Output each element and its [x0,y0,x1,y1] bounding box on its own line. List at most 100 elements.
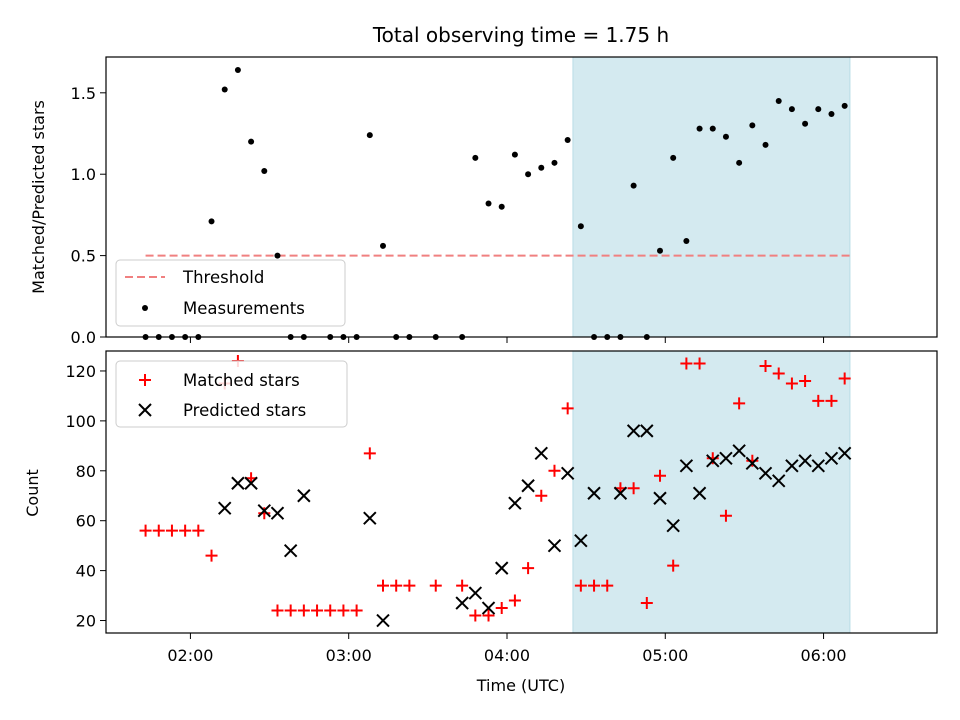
predicted-point [706,454,720,468]
matched-point [377,579,389,592]
matched-point [271,604,284,617]
matched-point [535,489,548,502]
matched-point [403,579,416,592]
predicted-point [231,476,245,490]
legend-matched-swatch [139,374,151,386]
predicted-point [244,476,258,490]
matched-point [324,604,337,617]
top-legend [115,259,346,327]
bottom-legend [115,360,348,428]
matched-point [838,372,851,385]
bottom-y-tick-label: 100 [65,412,96,431]
predicted-point [270,506,285,520]
predicted-point [560,466,575,480]
bottom-axes-frame [105,350,938,634]
predicted-point [653,491,667,505]
measurement-point [709,125,716,132]
measurement-point [775,97,782,104]
bottom-y-tick-label: 20 [76,612,96,631]
measurement-point [722,133,729,140]
measurement-point [828,110,835,117]
bottom-y-tick-label: 80 [76,462,96,481]
matched-point [205,549,218,562]
matched-point [495,602,508,615]
matched-point [139,524,152,537]
matched-point [508,594,521,607]
predicted-point [626,424,641,438]
legend-matched-label: Matched stars [183,371,300,390]
predicted-point [719,451,733,466]
matched-point [192,524,205,537]
measurement-point [261,167,268,174]
bottom-y-tick-label: 60 [76,512,96,531]
measurement-point [736,159,743,166]
measurement-point [234,67,241,74]
predicted-point [811,459,825,473]
matched-point [363,447,376,460]
predicted-point [468,586,483,600]
matched-point [548,464,561,477]
top-highlight-span [572,56,851,338]
predicted-point [257,504,271,518]
measurement-point [630,182,637,189]
predicted-point [824,451,839,466]
predicted-point [297,489,311,503]
matched-point [825,394,838,407]
measurement-point [802,120,809,127]
measurement-point [551,159,558,166]
matched-point [429,579,442,592]
matched-point [337,604,350,617]
top-y-tick-label: 0.0 [71,328,96,347]
x-tick-label: 05:00 [642,646,688,665]
predicted-point [613,486,628,500]
legend-threshold-label: Threshold [182,268,264,287]
matched-point [667,559,680,572]
matched-point [706,452,719,465]
predicted-point [666,518,680,533]
chart-title: Total observing time = 1.75 h [372,23,669,47]
measurement-point [366,132,373,139]
matched-point [165,524,178,537]
x-axis-label: Time (UTC) [476,676,565,695]
measurement-point [511,151,518,158]
matched-point [640,597,653,610]
measurement-point [762,141,769,148]
measurement-point [577,223,584,230]
bottom-highlight-span [572,350,851,634]
measurement-point [696,125,703,132]
measurement-point [683,237,690,244]
measurement-point [472,154,479,161]
matched-point [258,507,271,520]
matched-point [693,357,706,370]
top-y-tick-label: 1.5 [71,84,96,103]
measurement-point [670,154,677,161]
x-tick-label: 03:00 [326,646,372,665]
measurement-point [208,218,215,225]
measurement-point [564,137,571,144]
measurement-point [841,102,848,109]
matched-point [812,394,825,407]
predicted-point [679,459,694,473]
matched-point [588,579,601,592]
matched-point [799,374,812,387]
measurement-point [485,200,492,207]
predicted-point [758,466,773,480]
measurement-point [749,122,756,129]
predicted-point [640,424,654,438]
predicted-point [547,538,562,553]
measurement-point [274,252,281,259]
predicted-point [772,474,786,488]
predicted-point [481,601,496,615]
measurement-point [380,242,386,249]
predicted-point [785,459,799,473]
top-y-axis-label: Matched/Predicted stars [29,100,48,294]
predicted-point [732,444,746,458]
matched-point [522,562,535,575]
matched-point [152,524,165,537]
matched-point [561,402,574,415]
predicted-point [508,496,522,510]
matched-point [772,367,785,380]
bottom-y-tick-label: 120 [65,362,96,381]
matched-point [680,357,693,370]
